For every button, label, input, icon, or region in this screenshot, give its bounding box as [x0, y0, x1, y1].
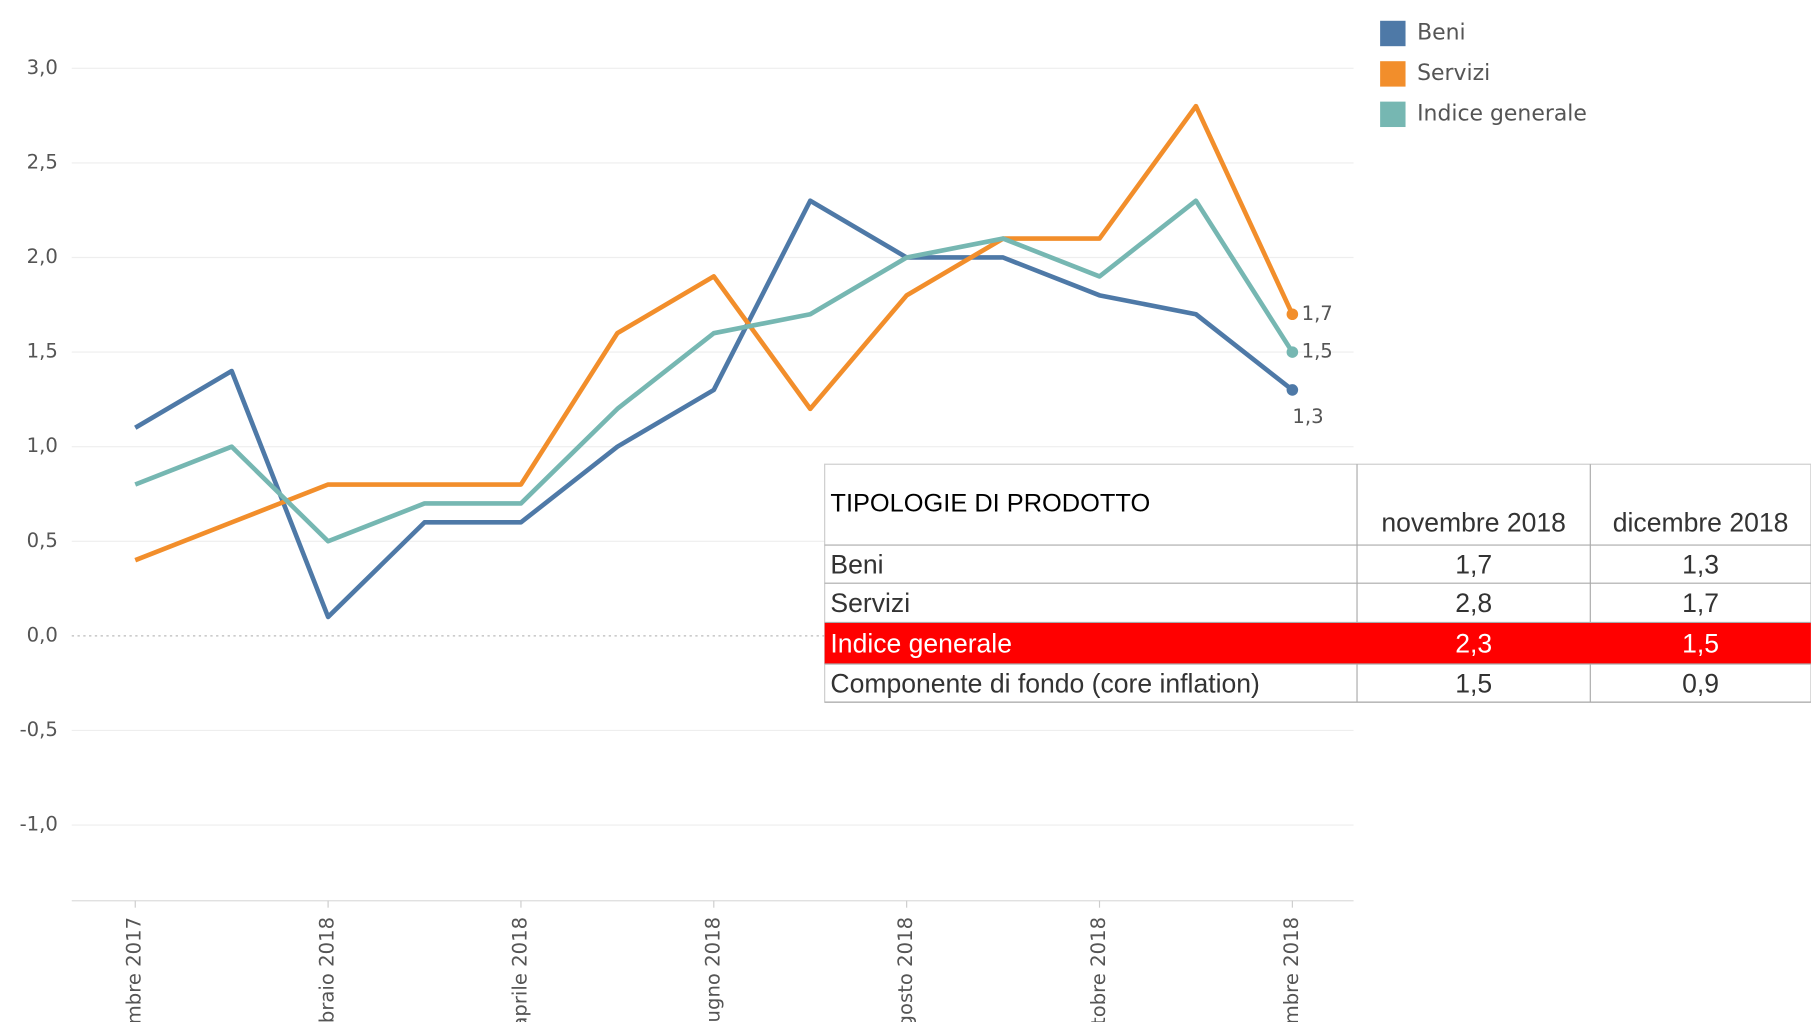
y-tick-label: 0,5: [27, 529, 58, 552]
y-tick-label: 3,0: [27, 56, 58, 79]
end-point: [1286, 308, 1299, 321]
table-cell: Indice generale: [830, 629, 1012, 659]
table-cell: 0,9: [1682, 668, 1719, 698]
end-point: [1286, 346, 1299, 358]
x-tick-label: ottobre 2018: [1087, 917, 1110, 1022]
legend-label: Servizi: [1417, 61, 1490, 86]
column-header: novembre 2018: [1381, 507, 1565, 537]
table-title: TIPOLOGIE DI PRODOTTO: [830, 489, 1150, 517]
y-tick-label: 2,5: [27, 150, 58, 173]
x-tick-label: dicembre 2017: [123, 917, 146, 1022]
value-label: 1,7: [1302, 302, 1333, 325]
end-point: [1286, 384, 1299, 396]
data-table: TIPOLOGIE DI PRODOTTO novembre 2018 dicemb…: [824, 463, 1811, 703]
highlight-row: [824, 622, 1811, 665]
line-series: [134, 198, 1294, 620]
x-tick-label: febbraio 2018: [316, 917, 339, 1022]
table-cell: 1,5: [1682, 629, 1719, 659]
table-cell: 1,7: [1455, 549, 1492, 579]
legend-label: Beni: [1417, 20, 1466, 45]
table-cell: Beni: [830, 549, 883, 579]
legend-swatch: [1380, 61, 1406, 87]
table-cell: 2,8: [1455, 588, 1492, 618]
x-tick-label: agosto 2018: [894, 917, 917, 1022]
x-tick-label: aprile 2018: [508, 917, 531, 1022]
legend-swatch: [1380, 101, 1406, 128]
legend-label: Indice generale: [1417, 101, 1587, 126]
y-tick-label: 1,5: [27, 340, 58, 363]
y-tick-label: -0,5: [20, 718, 58, 741]
line-series: [134, 198, 1295, 544]
table-cell: Componente di fondo (core inflation): [830, 668, 1259, 698]
y-tick-label: 2,0: [27, 245, 58, 268]
y-tick-label: 0,0: [27, 623, 58, 646]
line-series: [134, 103, 1295, 563]
table-cell: 1,3: [1682, 549, 1719, 579]
table-cell: Servizi: [830, 588, 910, 618]
value-label: 1,3: [1292, 405, 1323, 428]
y-tick-label: -1,0: [20, 813, 58, 836]
x-tick-label: giugno 2018: [701, 917, 724, 1022]
table-cell: 1,5: [1455, 668, 1492, 698]
value-label: 1,5: [1302, 340, 1333, 363]
table-cell: 1,7: [1682, 588, 1719, 618]
column-header: dicembre 2018: [1613, 507, 1789, 537]
y-tick-label: 1,0: [27, 434, 58, 457]
x-tick-label: dicembre 2018: [1280, 917, 1303, 1022]
legend-swatch: [1380, 20, 1406, 47]
table-cell: 2,3: [1455, 629, 1492, 659]
